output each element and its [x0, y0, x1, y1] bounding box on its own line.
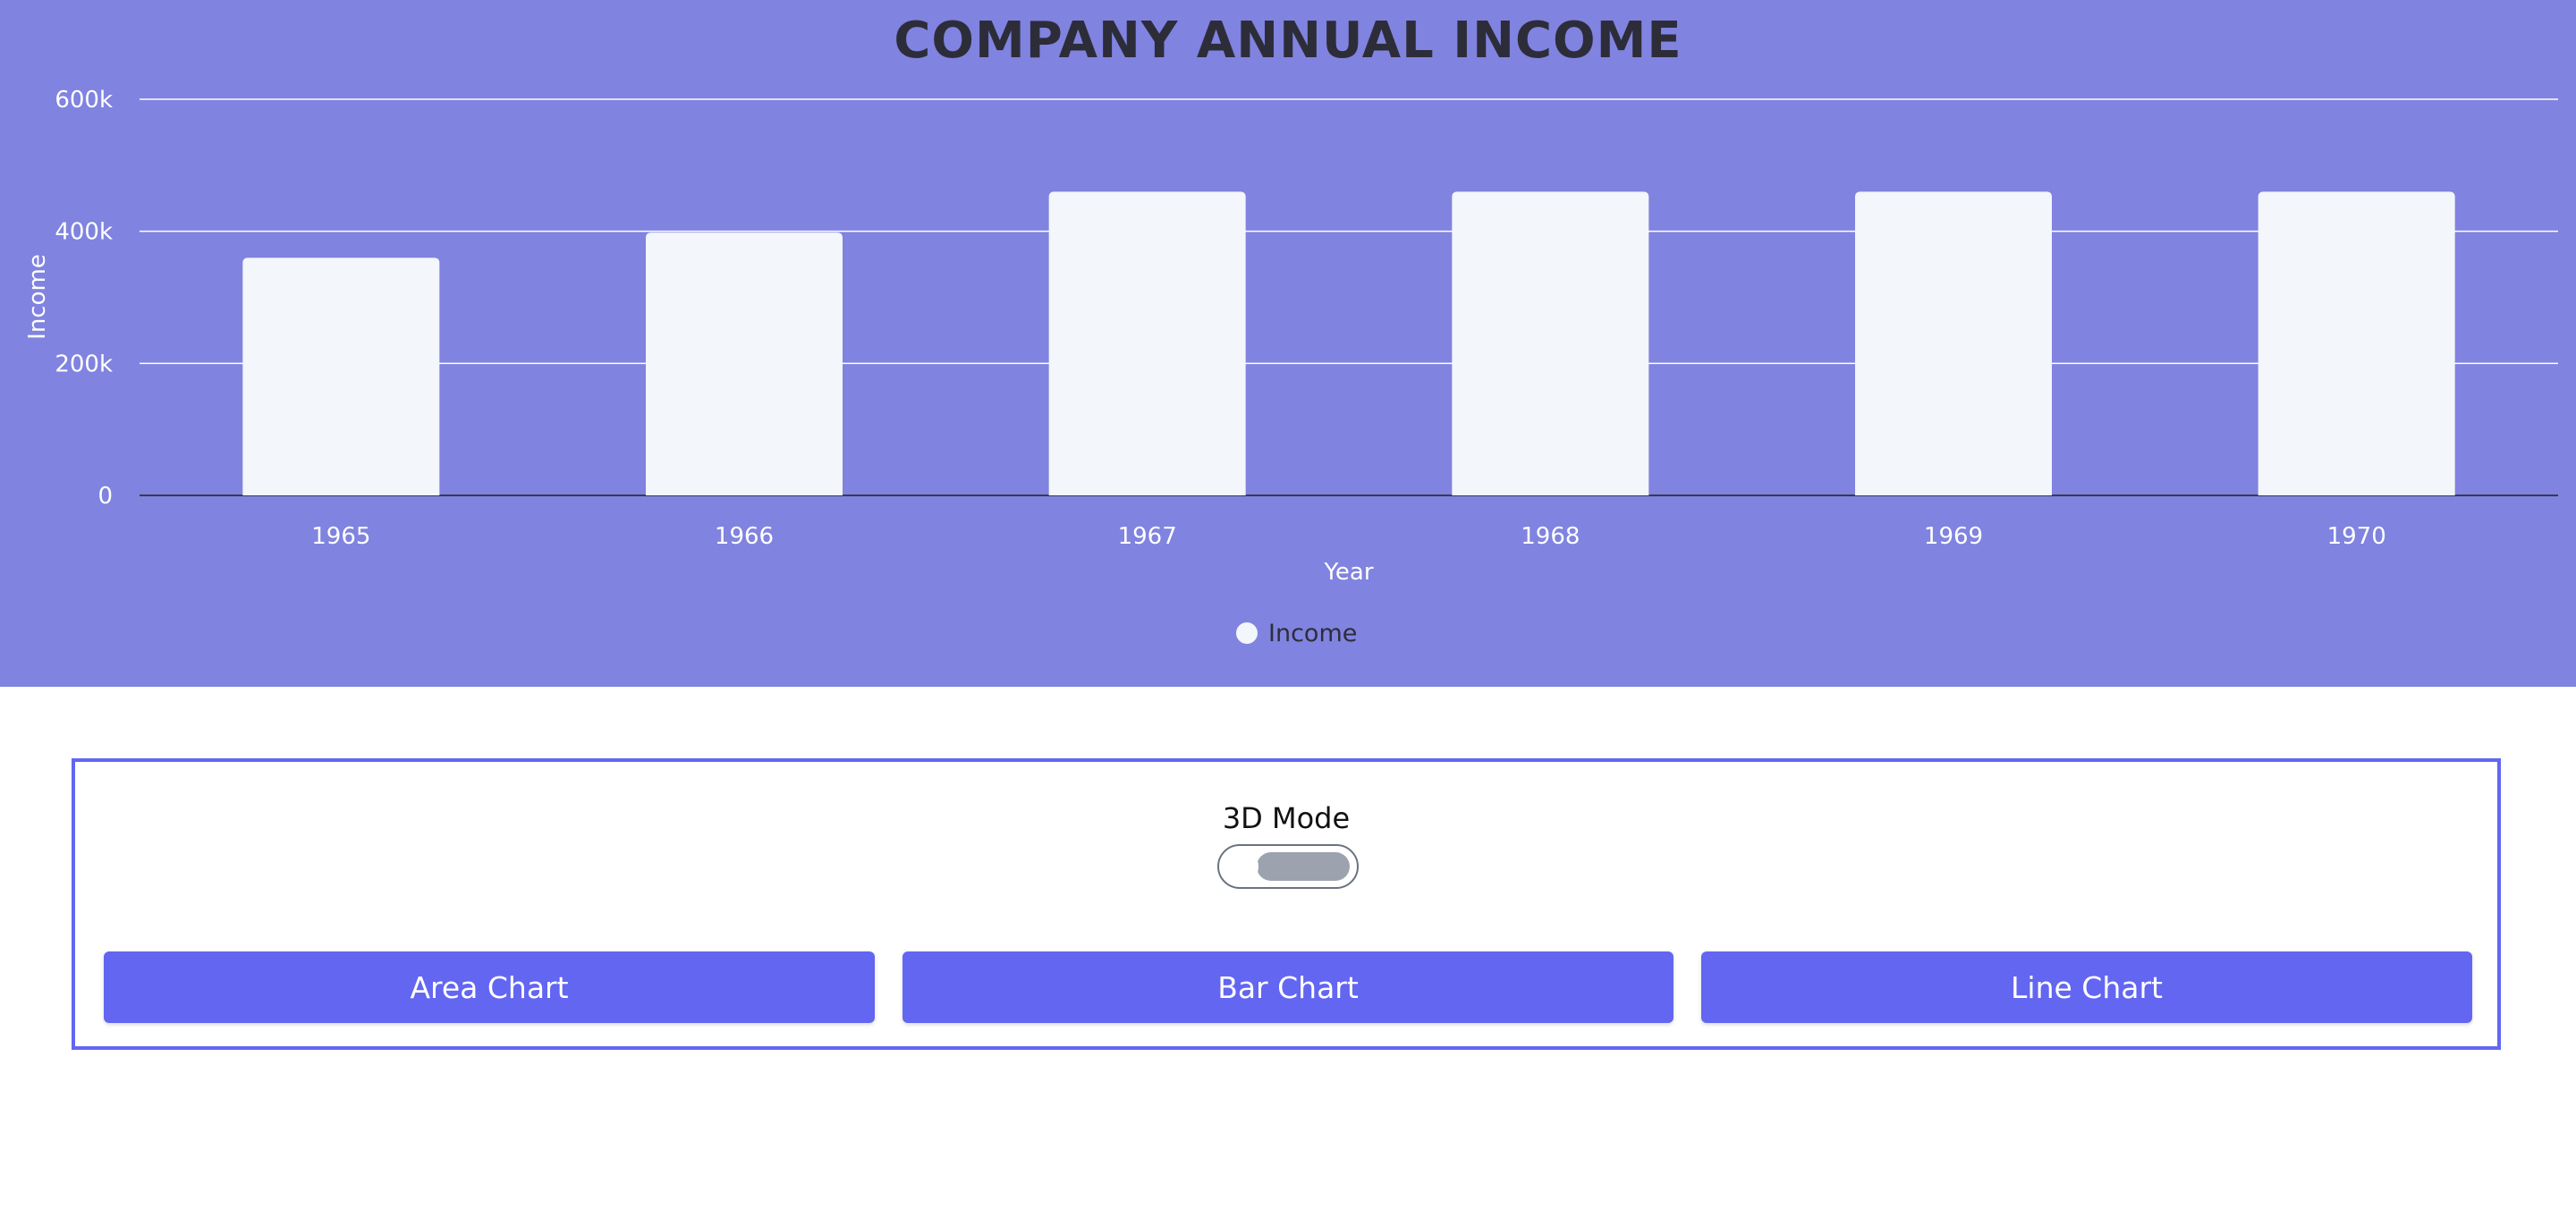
x-axis-ticks: 1965 1966 1967 1968 1969 1970 [311, 523, 2386, 550]
gridlines [140, 98, 2558, 496]
y-tick-label: 0 [97, 483, 113, 510]
3d-mode-label: 3D Mode [1222, 801, 1351, 835]
bar-1968[interactable] [1452, 191, 1649, 495]
y-axis-ticks: 0 200k 400k 600k [55, 87, 113, 510]
3d-mode-toggle[interactable] [1217, 844, 1359, 889]
x-tick-label: 1967 [1118, 523, 1177, 550]
bar-1969[interactable] [1855, 191, 2052, 495]
line-chart-button[interactable]: Line Chart [1701, 951, 2472, 1023]
y-tick-label: 400k [55, 219, 113, 246]
y-axis-title: Income [24, 254, 51, 340]
chart-panel: COMPANY ANNUAL INCOME 0 200k 400k 600k 1965… [0, 0, 2576, 687]
legend[interactable]: Income [1236, 620, 1357, 647]
bar-1970[interactable] [2258, 191, 2455, 495]
y-tick-label: 600k [55, 87, 113, 114]
bar-1967[interactable] [1048, 191, 1246, 495]
income-chart: COMPANY ANNUAL INCOME 0 200k 400k 600k 1965… [24, 12, 2558, 647]
x-tick-label: 1970 [2327, 523, 2386, 550]
chart-title: COMPANY ANNUAL INCOME [894, 12, 1682, 70]
legend-swatch [1236, 622, 1258, 644]
area-chart-button[interactable]: Area Chart [104, 951, 875, 1023]
bar-chart-button[interactable]: Bar Chart [902, 951, 1674, 1023]
x-tick-label: 1969 [1924, 523, 1983, 550]
x-axis-title: Year [1323, 559, 1373, 586]
bar-1966[interactable] [646, 232, 843, 495]
toggle-track [1257, 852, 1350, 881]
toggle-knob [1221, 848, 1258, 885]
x-tick-label: 1966 [715, 523, 774, 550]
x-tick-label: 1968 [1521, 523, 1580, 550]
y-tick-label: 200k [55, 351, 113, 377]
chart-controls: 3D Mode Area Chart Bar Chart Line Chart [72, 758, 2501, 1050]
bars [242, 191, 2455, 495]
x-tick-label: 1965 [311, 523, 370, 550]
legend-label: Income [1268, 620, 1357, 647]
bar-1965[interactable] [242, 258, 440, 495]
